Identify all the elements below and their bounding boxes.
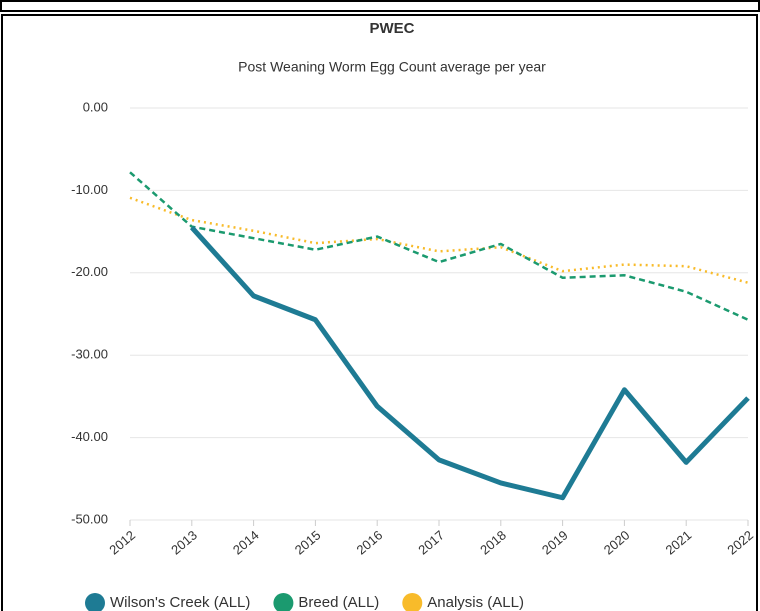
y-tick-label: -40.00 xyxy=(71,429,108,444)
chart-frame xyxy=(1,14,758,611)
series-line xyxy=(129,171,749,321)
y-tick-label: -10.00 xyxy=(71,182,108,197)
y-tick-label: -50.00 xyxy=(71,511,108,526)
legend-swatch xyxy=(273,593,294,611)
y-tick-label: -20.00 xyxy=(71,264,108,279)
legend-label: Analysis (ALL) xyxy=(427,594,524,611)
chart-title: PWEC xyxy=(370,20,415,37)
legend-swatch xyxy=(402,593,423,611)
y-tick-label: -30.00 xyxy=(71,347,108,362)
y-tick-label: 0.00 xyxy=(83,99,108,114)
top-frame xyxy=(0,0,760,12)
chart-subtitle: Post Weaning Worm Egg Count average per … xyxy=(238,59,546,75)
series-line xyxy=(189,225,750,501)
legend-label: Breed (ALL) xyxy=(298,594,379,611)
legend-swatch xyxy=(85,593,105,611)
legend-label: Wilson's Creek (ALL) xyxy=(110,594,250,611)
